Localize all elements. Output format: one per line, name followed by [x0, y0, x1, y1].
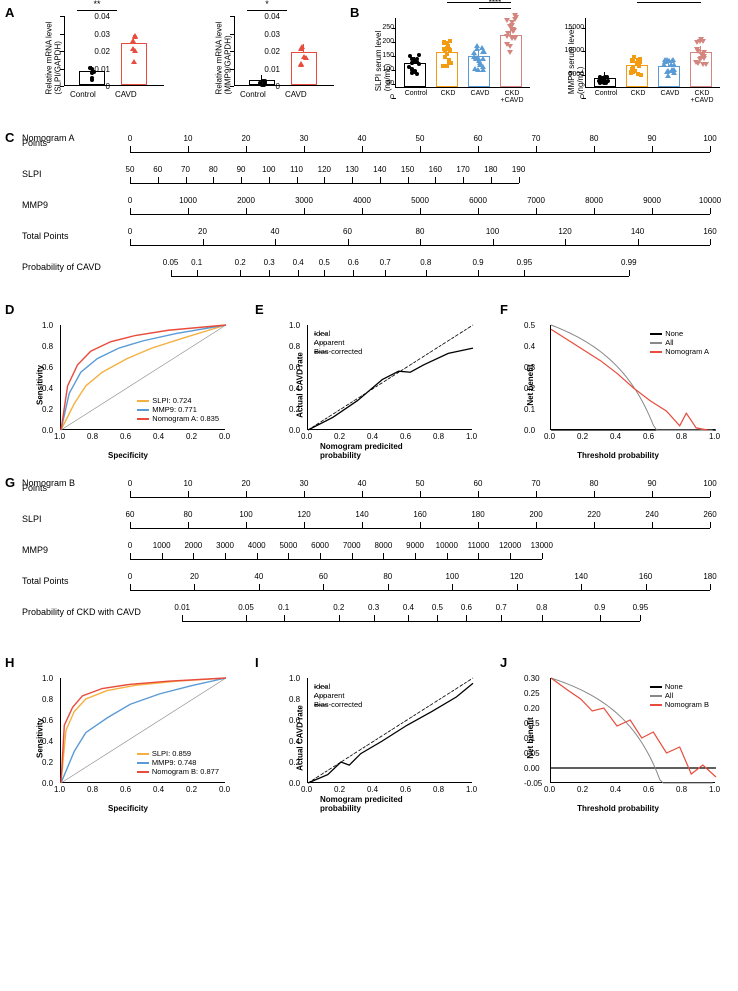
nomogram-a: Nomogram APoints0102030405060708090100SL…: [12, 133, 722, 293]
roc-plot-a: Sensitivity Specificity 1.00.80.60.40.20…: [18, 315, 238, 455]
dca-plot-b: Net benefit Threshold probability 0.00.2…: [508, 668, 728, 808]
mmp9-serum-chart: MMP9 serum level(ng/mL) 050001000015000 …: [545, 8, 725, 113]
slpi-mrna-chart: Relative mRNA level(SLPI/GAPDH) 00.010.0…: [22, 8, 172, 108]
mmp9-mrna-chart: Relative mRNA level(MMP9/GAPDH) 00.010.0…: [192, 8, 342, 108]
label-I: I: [255, 655, 259, 670]
label-E: E: [255, 302, 264, 317]
label-J: J: [500, 655, 507, 670]
label-D: D: [5, 302, 14, 317]
dca-plot-a: Net benefit Threshold probability 0.00.2…: [508, 315, 728, 455]
panel-a: Relative mRNA level(SLPI/GAPDH) 00.010.0…: [12, 8, 352, 118]
label-H: H: [5, 655, 14, 670]
label-F: F: [500, 302, 508, 317]
calibration-plot-a: Actual CAVD rate Nomogram predicited pro…: [265, 315, 485, 455]
calibration-plot-b: Actual CAVD rate Nomogram predicited pro…: [265, 668, 485, 808]
roc-plot-b: Sensitivity Specificity 1.00.80.60.40.20…: [18, 668, 238, 808]
panel-b: SLPI serum level(ng/mL) 050100150200250 …: [355, 8, 725, 118]
nomogram-b: Nomogram BPoints0102030405060708090100SL…: [12, 478, 722, 638]
slpi-serum-chart: SLPI serum level(ng/mL) 050100150200250 …: [355, 8, 535, 113]
